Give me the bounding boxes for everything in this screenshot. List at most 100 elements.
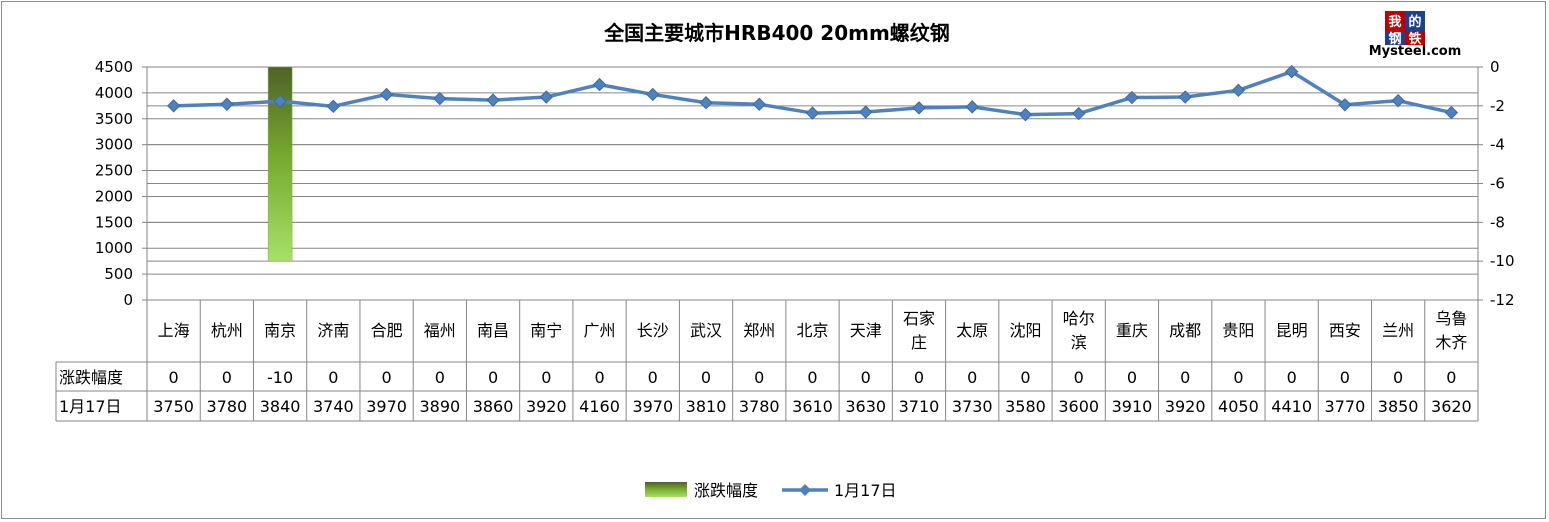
table-cell: 0 (648, 368, 658, 387)
y-left-tick-label: 3000 (95, 136, 133, 154)
table-cell: 0 (1180, 368, 1190, 387)
table-cell: -10 (267, 368, 293, 387)
line-point-25 (1444, 105, 1459, 120)
line-point-22 (1284, 64, 1299, 79)
table-cell: 0 (435, 368, 445, 387)
category-label: 兰州 (1382, 321, 1414, 340)
line-point-5 (379, 87, 394, 102)
y-left-tick-label: 500 (104, 265, 133, 283)
y-left-tick-label: 4000 (95, 84, 133, 102)
line-point-1 (166, 99, 181, 113)
line-point-8 (539, 90, 554, 104)
category-label-line2: 庄 (911, 333, 927, 352)
y-right-tick-label: -4 (1490, 136, 1505, 154)
table-cell: 0 (1127, 368, 1137, 387)
line-point-19 (1125, 90, 1139, 105)
category-label: 南京 (264, 321, 296, 340)
category-label: 乌鲁 (1435, 309, 1467, 328)
table-cell: 0 (488, 368, 498, 387)
bar-series (267, 66, 293, 262)
category-label: 郑州 (743, 321, 775, 340)
table-cell: 0 (754, 368, 764, 387)
table-cell: 3920 (1165, 397, 1206, 416)
table-cell: 0 (1393, 368, 1403, 387)
category-label: 杭州 (211, 321, 243, 340)
table-cell: 0 (967, 368, 977, 387)
table-cell: 3710 (899, 397, 940, 416)
table-cell: 3910 (1112, 397, 1153, 416)
logo-text: Mysteel.com (1369, 44, 1462, 59)
category-label: 合肥 (371, 321, 403, 340)
y-left-tick-label: 1500 (95, 213, 133, 231)
line-series (166, 64, 1459, 122)
table-cell: 3850 (1378, 397, 1419, 416)
category-label: 成都 (1169, 321, 1201, 340)
table-cell: 0 (807, 368, 817, 387)
y-right-tick-label: -12 (1490, 291, 1515, 309)
category-label: 南昌 (477, 321, 509, 340)
axes: 0 500 1000 1500 2000 2500 3000 3500 4000 4500 0 -2 -… (95, 58, 1515, 309)
table-cell: 3580 (1005, 397, 1046, 416)
table-cell: 0 (541, 368, 551, 387)
category-label: 武汉 (690, 321, 722, 340)
table-cell: 3630 (845, 397, 886, 416)
category-label: 天津 (850, 321, 882, 340)
table-cell: 0 (1074, 368, 1084, 387)
y-right-tick-label: -8 (1490, 213, 1505, 231)
table-cell: 3970 (366, 397, 407, 416)
logo-char-3: 钢 (1388, 31, 1401, 47)
table-row-label: 涨跌幅度 (59, 368, 123, 387)
table-cell: 0 (222, 368, 232, 387)
table-cell: 0 (381, 368, 391, 387)
category-label-line2: 滨 (1071, 333, 1087, 352)
table-cell: 0 (1446, 368, 1456, 387)
table-cell: 3970 (632, 397, 673, 416)
y-right-tick-label: -10 (1490, 252, 1515, 270)
table-cell: 4410 (1271, 397, 1312, 416)
category-label: 上海 (158, 321, 190, 340)
data-table: 上海 杭州 南京 济南 合肥 福州 南昌 南宁 广州 长沙 武汉 郑州 北京 天津 石家庄 太原 沈阳 哈尔滨 重庆… (55, 300, 1479, 422)
table-cell: 0 (914, 368, 924, 387)
line-point-16 (965, 100, 979, 114)
table-cell: 3860 (473, 397, 514, 416)
table-cell: 3890 (419, 397, 460, 416)
table-cell: 4050 (1218, 397, 1259, 416)
category-label: 福州 (424, 321, 456, 340)
table-cell: 0 (1233, 368, 1243, 387)
line-point-7 (486, 93, 500, 107)
line-point-18 (1071, 106, 1086, 121)
table-cell: 3610 (792, 397, 833, 416)
table-cell: 3810 (686, 397, 727, 416)
line-point-9 (592, 77, 607, 92)
y-left-tick-label: 3500 (95, 110, 133, 128)
table-cell: 3920 (526, 397, 567, 416)
mysteel-logo: 我 的 钢 铁 Mysteel.com (1369, 11, 1462, 59)
table-cell: 3780 (207, 397, 248, 416)
line-point-23 (1338, 98, 1352, 112)
category-label: 重庆 (1116, 321, 1148, 340)
line-point-21 (1231, 83, 1246, 98)
bar-3 (267, 66, 293, 262)
category-label: 石家 (903, 309, 935, 328)
line-point-15 (912, 101, 926, 115)
table-cell: 0 (169, 368, 179, 387)
table-cell: 3750 (153, 397, 194, 416)
logo-char-1: 我 (1388, 14, 1401, 30)
category-label-line2: 木齐 (1435, 333, 1467, 352)
table-cell: 0 (701, 368, 711, 387)
category-label: 沈阳 (1009, 321, 1041, 340)
table-cell: 0 (328, 368, 338, 387)
table-cell: 3840 (260, 397, 301, 416)
logo-char-4: 铁 (1407, 31, 1421, 47)
line-point-24 (1391, 93, 1405, 108)
y-left-tick-label: 2000 (95, 187, 133, 205)
line-point-13 (805, 106, 820, 120)
category-label: 广州 (584, 321, 616, 340)
y-left-tick-label: 2500 (95, 162, 133, 180)
y-left-tick-label: 1000 (95, 239, 133, 257)
line-point-2 (220, 97, 234, 111)
legend-bar-swatch (645, 482, 687, 497)
table-cell: 0 (861, 368, 871, 387)
table-cell: 3770 (1325, 397, 1366, 416)
